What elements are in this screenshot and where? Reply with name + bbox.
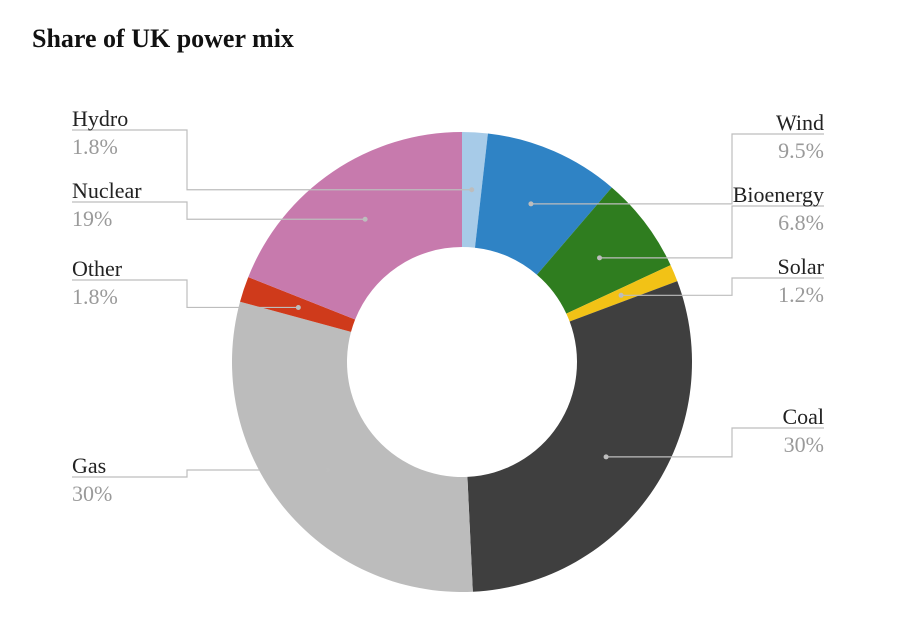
label-name-hydro: Hydro xyxy=(72,106,128,131)
label-value-nuclear: 19% xyxy=(72,206,112,231)
donut-chart: Hydro 1.8% Wind 9.5% Bioenergy 6.8% Solar 1.2% C… xyxy=(32,62,892,622)
label-name-nuclear: Nuclear xyxy=(72,178,142,203)
chart-title: Share of UK power mix xyxy=(32,24,889,54)
label-name-gas: Gas xyxy=(72,453,106,478)
label-value-solar: 1.2% xyxy=(778,282,824,307)
label-name-solar: Solar xyxy=(778,254,825,279)
label-value-other: 1.8% xyxy=(72,284,118,309)
label-value-coal: 30% xyxy=(784,432,824,457)
label-name-coal: Coal xyxy=(782,404,824,429)
label-value-bioenergy: 6.8% xyxy=(778,210,824,235)
chart-container: Share of UK power mix Hydro 1.8% Wind 9.5% B… xyxy=(0,0,921,633)
label-name-other: Other xyxy=(72,256,123,281)
label-name-bioenergy: Bioenergy xyxy=(733,182,824,207)
label-name-wind: Wind xyxy=(776,110,824,135)
slice-gas xyxy=(232,302,473,592)
label-value-gas: 30% xyxy=(72,481,112,506)
label-value-wind: 9.5% xyxy=(778,138,824,163)
label-value-hydro: 1.8% xyxy=(72,134,118,159)
slice-coal xyxy=(467,281,692,592)
